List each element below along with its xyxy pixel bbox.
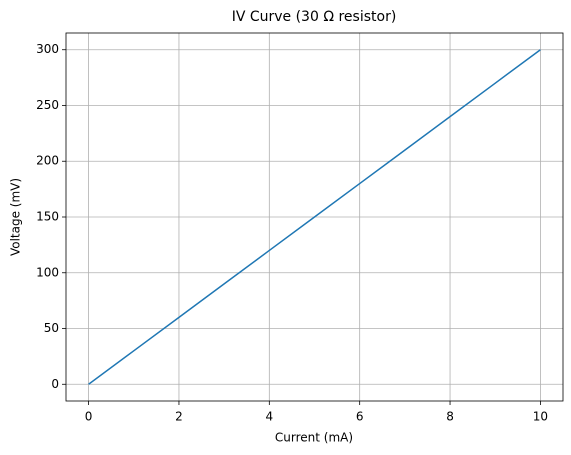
x-tick-label: 8 [446, 410, 454, 424]
x-tick-label: 10 [533, 410, 548, 424]
y-tick-label: 50 [44, 321, 59, 335]
chart-title: IV Curve (30 Ω resistor) [232, 9, 397, 25]
y-tick-label: 250 [36, 98, 59, 112]
y-tick-label: 150 [36, 210, 59, 224]
line-series [88, 49, 541, 385]
x-axis-label: Current (mA) [275, 431, 353, 445]
y-tick-label: 300 [36, 42, 59, 56]
y-tick-label: 200 [36, 154, 59, 168]
plot-frame [65, 32, 564, 402]
x-tick-label: 0 [85, 410, 93, 424]
x-tick-label: 2 [175, 410, 183, 424]
x-tick-label: 4 [265, 410, 273, 424]
x-tick-label: 6 [356, 410, 364, 424]
y-axis-label: Voltage (mV) [9, 178, 23, 256]
y-tick-label: 0 [51, 377, 59, 391]
y-tick-label: 100 [36, 265, 59, 279]
